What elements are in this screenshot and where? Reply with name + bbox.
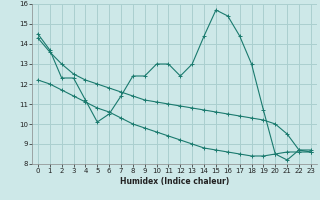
X-axis label: Humidex (Indice chaleur): Humidex (Indice chaleur) [120, 177, 229, 186]
